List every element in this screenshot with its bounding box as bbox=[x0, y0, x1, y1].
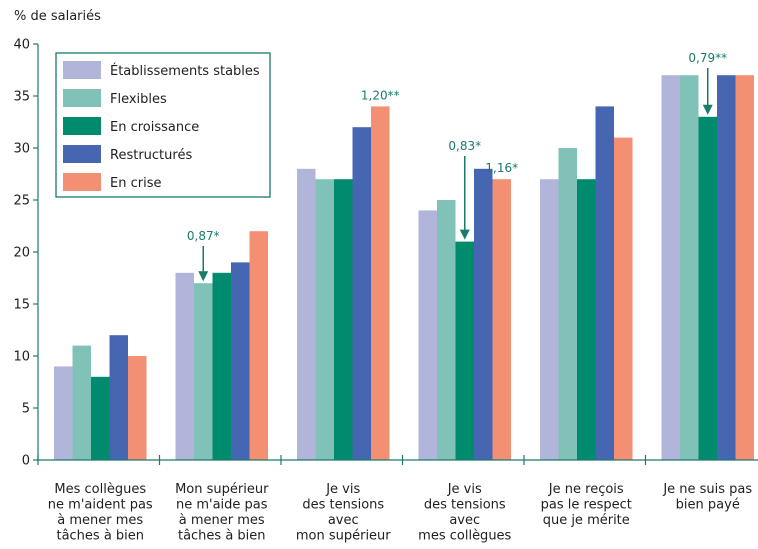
x-axis: Mes collègues ne m'aident pas à mener mes t… bbox=[38, 455, 758, 544]
x-category-label: Je ne reçois pas le respect que je mérite bbox=[541, 482, 632, 528]
bar bbox=[250, 231, 269, 460]
bar bbox=[213, 273, 232, 460]
legend-label: Flexibles bbox=[110, 92, 167, 107]
legend-label: En croissance bbox=[110, 120, 199, 135]
bar bbox=[717, 75, 736, 460]
bar bbox=[736, 75, 755, 460]
bar bbox=[316, 179, 335, 460]
bar bbox=[231, 262, 250, 460]
x-category-label: Mes collègues ne m'aident pas à mener mes t… bbox=[48, 482, 153, 544]
annotation-label: 0,79** bbox=[688, 51, 727, 65]
annotation-label: 1,16* bbox=[485, 161, 518, 175]
legend: Établissements stables Flexibles En croiss… bbox=[56, 53, 270, 197]
x-category-label: Je vis des tensions avec mes collègues bbox=[418, 482, 511, 544]
bar bbox=[493, 179, 512, 460]
bar bbox=[91, 377, 110, 460]
bar bbox=[419, 210, 438, 460]
y-tick-label: 25 bbox=[13, 194, 30, 209]
y-tick-label: 20 bbox=[13, 246, 30, 261]
y-tick-label: 30 bbox=[13, 142, 30, 157]
bar bbox=[353, 127, 372, 460]
legend-swatch bbox=[63, 173, 101, 191]
legend-label: En crise bbox=[110, 176, 161, 191]
annotation-label: 0,87* bbox=[187, 229, 220, 243]
bar bbox=[540, 179, 559, 460]
bar bbox=[297, 169, 316, 460]
bar bbox=[437, 200, 456, 460]
annotation-arrow-head bbox=[198, 271, 208, 281]
y-tick-label: 15 bbox=[13, 298, 30, 313]
bar bbox=[54, 366, 73, 460]
bar bbox=[699, 117, 718, 460]
bar bbox=[334, 179, 353, 460]
y-tick-label: 0 bbox=[22, 454, 30, 469]
bar bbox=[662, 75, 681, 460]
bar bbox=[577, 179, 596, 460]
legend-label: Restructurés bbox=[110, 148, 192, 163]
bar bbox=[680, 75, 699, 460]
annotation-label: 0,83* bbox=[448, 139, 481, 153]
y-tick-label: 5 bbox=[22, 402, 30, 417]
legend-label: Établissements stables bbox=[110, 63, 260, 79]
x-category-label: Je ne suis pas bien payé bbox=[662, 482, 752, 513]
bar bbox=[559, 148, 578, 460]
bar bbox=[456, 242, 475, 460]
bar bbox=[371, 106, 390, 460]
bar bbox=[176, 273, 195, 460]
bar bbox=[596, 106, 615, 460]
y-tick-label: 35 bbox=[13, 90, 30, 105]
y-axis-label: % de salariés bbox=[14, 9, 101, 24]
bar bbox=[474, 169, 493, 460]
x-category-label: Je vis des tensions avec mon supérieur bbox=[296, 482, 391, 544]
y-axis-ticks: 0 5 10 15 20 25 30 35 40 bbox=[13, 38, 38, 469]
bar bbox=[73, 346, 92, 460]
legend-swatch bbox=[63, 61, 101, 79]
annotation-arrow-head bbox=[703, 105, 713, 115]
annotation-label: 1,20** bbox=[361, 88, 400, 102]
legend-swatch bbox=[63, 145, 101, 163]
bar bbox=[614, 138, 633, 460]
annotation-arrow-head bbox=[460, 230, 470, 240]
bar bbox=[110, 335, 129, 460]
bar bbox=[194, 283, 213, 460]
y-tick-label: 10 bbox=[13, 350, 30, 365]
legend-swatch bbox=[63, 89, 101, 107]
legend-swatch bbox=[63, 117, 101, 135]
y-tick-label: 40 bbox=[13, 38, 30, 53]
bar bbox=[128, 356, 147, 460]
x-category-label: Mon supérieur ne m'aide pas à mener mes tâc… bbox=[175, 482, 269, 544]
